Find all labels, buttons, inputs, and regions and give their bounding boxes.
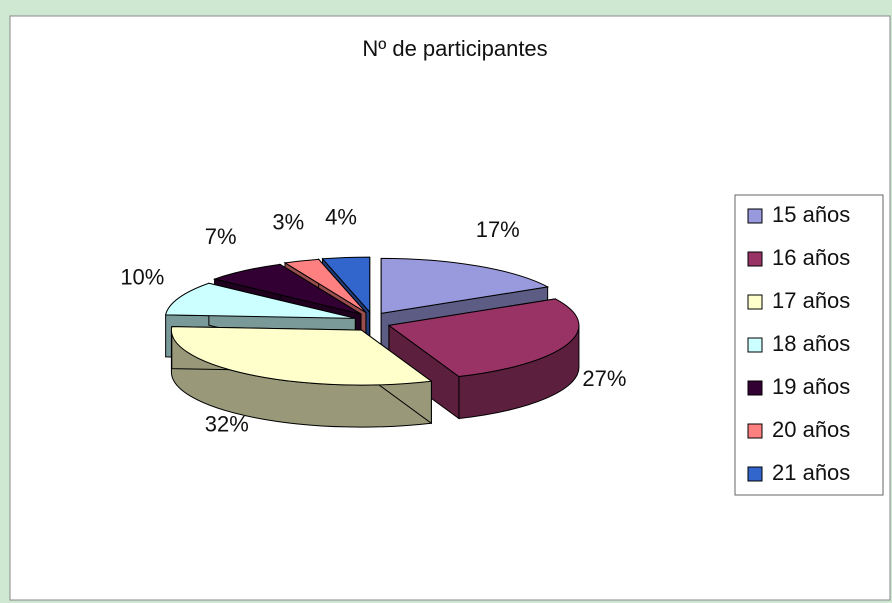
slice [380, 257, 550, 314]
slice [321, 256, 371, 314]
slice-group [387, 298, 580, 420]
legend-label: 21 años [772, 460, 850, 485]
legend-label: 20 años [772, 417, 850, 442]
legend-swatch [747, 251, 763, 267]
slice [165, 282, 356, 319]
data-label: 7% [205, 224, 237, 249]
slice [212, 263, 362, 315]
legend-label: 17 años [772, 288, 850, 313]
legend-label: 19 años [772, 374, 850, 399]
legend-swatch [747, 294, 763, 310]
slice [283, 258, 367, 314]
data-label: 3% [272, 209, 304, 234]
slice [387, 298, 580, 378]
legend-swatch [747, 466, 763, 482]
legend-swatch [747, 208, 763, 224]
data-label: 4% [325, 204, 357, 229]
legend-label: 15 años [772, 202, 850, 227]
slice-group [170, 326, 433, 428]
chart-title: Nº de participantes [362, 36, 547, 61]
data-label: 27% [582, 366, 626, 391]
data-label: 17% [476, 217, 520, 242]
data-label: 32% [205, 411, 249, 436]
legend-label: 16 años [772, 245, 850, 270]
legend-label: 18 años [772, 331, 850, 356]
slice [170, 326, 433, 386]
legend-swatch [747, 380, 763, 396]
data-label: 10% [120, 264, 164, 289]
legend-swatch [747, 423, 763, 439]
legend-swatch [747, 337, 763, 353]
